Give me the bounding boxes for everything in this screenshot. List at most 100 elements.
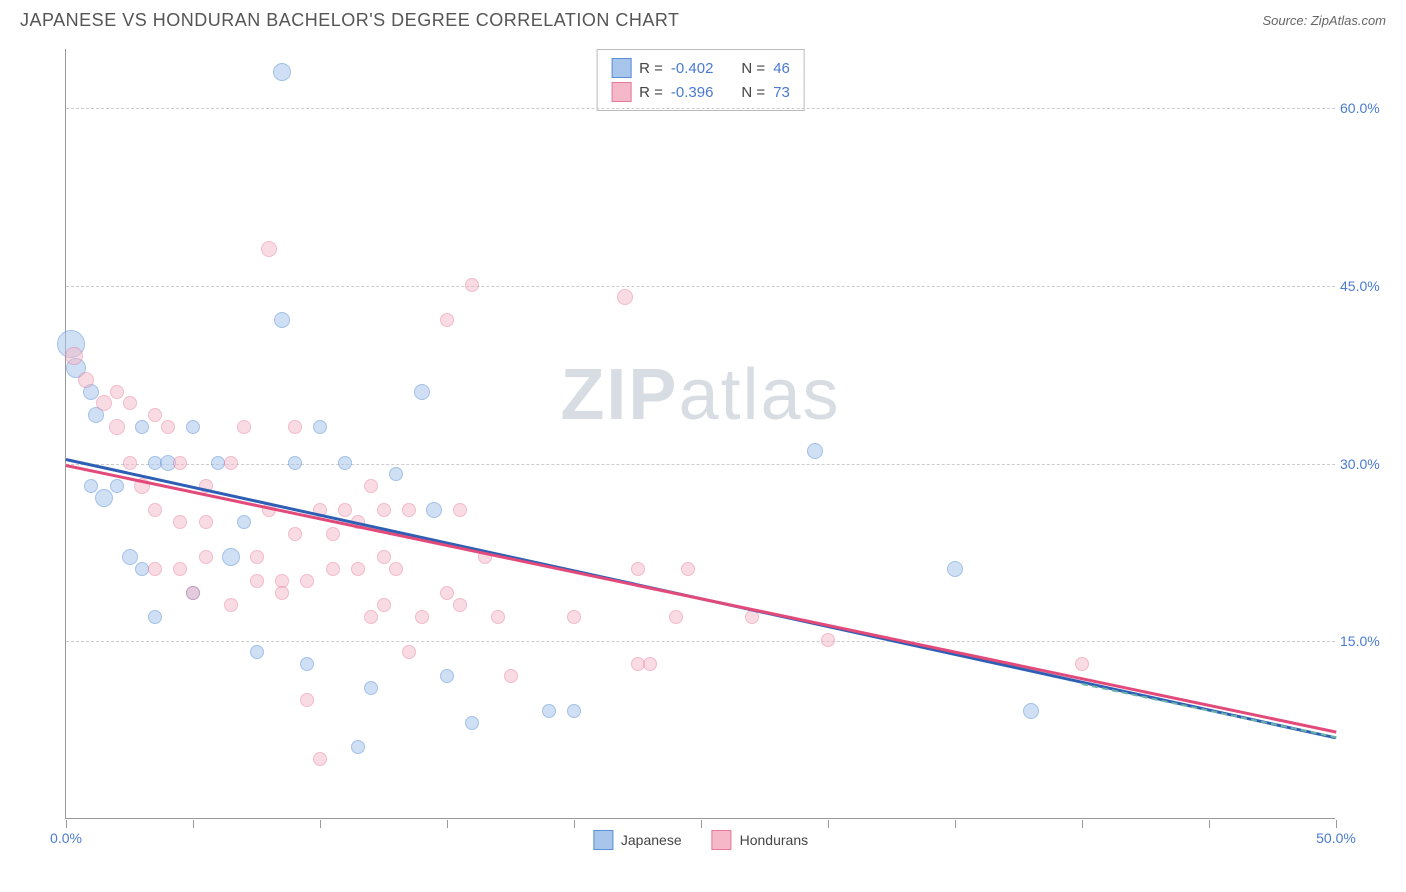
scatter-point [643, 657, 657, 671]
legend-item: Japanese [593, 830, 682, 850]
bottom-legend: JapaneseHondurans [593, 830, 808, 850]
scatter-point [947, 561, 963, 577]
scatter-point [326, 527, 340, 541]
scatter-point [78, 372, 94, 388]
scatter-point [96, 395, 112, 411]
stats-row: R =-0.396N =73 [611, 80, 790, 104]
chart-source: Source: ZipAtlas.com [1262, 13, 1386, 28]
scatter-point [122, 549, 138, 565]
stats-swatch [611, 58, 631, 78]
stats-n-value: 46 [773, 60, 790, 77]
stats-n-label: N = [741, 60, 765, 77]
scatter-point [440, 669, 454, 683]
chart-header: JAPANESE VS HONDURAN BACHELOR'S DEGREE C… [0, 0, 1406, 39]
scatter-point [326, 562, 340, 576]
scatter-point [186, 586, 200, 600]
scatter-point [109, 419, 125, 435]
chart-title: JAPANESE VS HONDURAN BACHELOR'S DEGREE C… [20, 10, 680, 31]
stats-swatch [611, 82, 631, 102]
scatter-point [377, 503, 391, 517]
gridline-h [66, 464, 1335, 465]
scatter-point [250, 645, 264, 659]
scatter-point [389, 467, 403, 481]
scatter-point [440, 586, 454, 600]
x-tick [955, 820, 956, 828]
watermark-light: atlas [678, 355, 840, 435]
stats-r-label: R = [639, 84, 663, 101]
y-tick-label: 15.0% [1340, 633, 1395, 649]
stats-r-label: R = [639, 60, 663, 77]
scatter-point [453, 598, 467, 612]
scatter-point [148, 503, 162, 517]
scatter-point [465, 278, 479, 292]
x-tick-label: 0.0% [50, 830, 82, 846]
scatter-point [567, 610, 581, 624]
scatter-point [300, 657, 314, 671]
scatter-point [148, 610, 162, 624]
scatter-point [186, 420, 200, 434]
trendline [66, 464, 1337, 733]
x-tick [1209, 820, 1210, 828]
stats-legend-box: R =-0.402N =46R =-0.396N =73 [596, 49, 805, 111]
scatter-point [300, 693, 314, 707]
scatter-point [338, 503, 352, 517]
scatter-point [364, 610, 378, 624]
x-tick [447, 820, 448, 828]
watermark: ZIPatlas [560, 354, 840, 436]
scatter-point [261, 241, 277, 257]
scatter-point [173, 456, 187, 470]
x-tick [320, 820, 321, 828]
scatter-point [440, 313, 454, 327]
plot-area: ZIPatlas R =-0.402N =46R =-0.396N =73 Ja… [65, 49, 1335, 819]
scatter-point [313, 752, 327, 766]
x-tick [193, 820, 194, 828]
stats-r-value: -0.402 [671, 60, 714, 77]
stats-n-value: 73 [773, 84, 790, 101]
y-tick-label: 45.0% [1340, 278, 1395, 294]
trendline-dashed [1082, 683, 1336, 738]
scatter-point [338, 456, 352, 470]
scatter-point [807, 443, 823, 459]
x-tick [1336, 820, 1337, 828]
scatter-point [465, 716, 479, 730]
scatter-point [237, 515, 251, 529]
scatter-point [95, 489, 113, 507]
scatter-point [110, 385, 124, 399]
x-tick [701, 820, 702, 828]
scatter-point [669, 610, 683, 624]
scatter-point [351, 562, 365, 576]
scatter-point [426, 502, 442, 518]
scatter-point [681, 562, 695, 576]
scatter-point [364, 479, 378, 493]
gridline-h [66, 641, 1335, 642]
x-tick [1082, 820, 1083, 828]
scatter-point [250, 574, 264, 588]
scatter-point [300, 574, 314, 588]
scatter-point [161, 420, 175, 434]
scatter-point [275, 586, 289, 600]
legend-label: Japanese [621, 832, 682, 848]
scatter-point [148, 408, 162, 422]
scatter-point [123, 456, 137, 470]
y-tick-label: 30.0% [1340, 456, 1395, 472]
scatter-point [110, 479, 124, 493]
scatter-point [274, 312, 290, 328]
scatter-point [173, 515, 187, 529]
x-tick [66, 820, 67, 828]
scatter-point [453, 503, 467, 517]
scatter-point [199, 515, 213, 529]
scatter-point [84, 479, 98, 493]
scatter-point [288, 456, 302, 470]
scatter-point [148, 562, 162, 576]
stats-n-label: N = [741, 84, 765, 101]
gridline-h [66, 286, 1335, 287]
scatter-point [237, 420, 251, 434]
scatter-point [542, 704, 556, 718]
legend-swatch [593, 830, 613, 850]
scatter-point [377, 598, 391, 612]
scatter-point [631, 562, 645, 576]
scatter-point [224, 456, 238, 470]
scatter-point [224, 598, 238, 612]
scatter-point [415, 610, 429, 624]
scatter-point [389, 562, 403, 576]
